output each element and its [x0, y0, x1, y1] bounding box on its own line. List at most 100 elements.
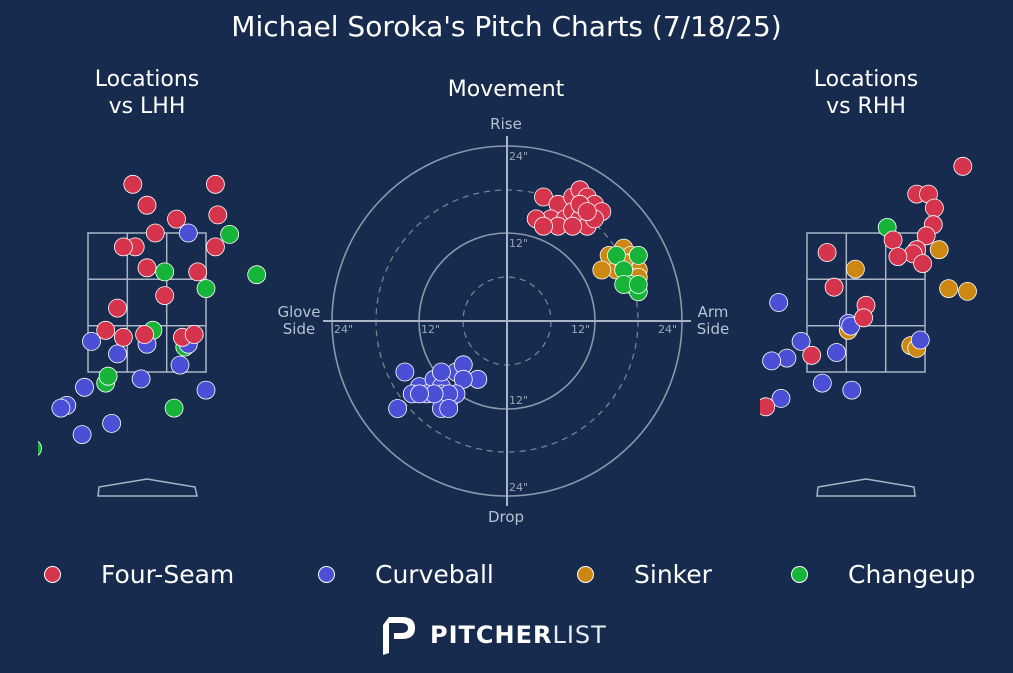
movement-point-sinker	[592, 260, 612, 280]
lhh-point-four-seam	[167, 209, 186, 229]
rhh-point-four-seam	[953, 156, 973, 176]
lhh-point-four-seam	[145, 223, 165, 243]
pitch-chart-canvas: Rise Drop Glove Side Arm Side 24" 12" 12…	[38, 115, 977, 526]
rhh-point-four-seam	[802, 345, 822, 365]
lhh-point-curveball	[196, 380, 216, 400]
rhh-points	[760, 156, 977, 417]
rhh-point-four-seam	[824, 277, 844, 297]
lhh-point-four-seam	[123, 174, 143, 194]
rhh-title-line1: Locations	[813, 67, 919, 92]
movement-grid	[323, 136, 691, 506]
movement-point-curveball	[388, 399, 408, 418]
ring-label-bottom-12: 12"	[509, 394, 528, 407]
movement-point-curveball	[410, 384, 429, 404]
movement-point-curveball	[439, 399, 459, 418]
rhh-point-sinker	[939, 279, 958, 299]
lhh-panel-title: Locations vs LHH	[47, 66, 247, 120]
movement-point-curveball	[431, 362, 451, 382]
rhh-point-sinker	[846, 259, 865, 279]
rhh-point-sinker	[958, 281, 977, 301]
lhh-point-changeup	[98, 366, 118, 386]
legend-label-sinker: Sinker	[634, 559, 712, 589]
movement-point-changeup	[628, 275, 648, 294]
movement-points	[388, 180, 648, 418]
lhh-point-curveball	[82, 331, 101, 351]
rhh-point-four-seam	[883, 230, 903, 250]
brand-wordmark: PITCHERLIST	[430, 621, 607, 649]
legend-item-four-seam: Four-Seam	[44, 556, 234, 592]
lhh-point-curveball	[131, 369, 151, 389]
legend-swatch-four-seam	[44, 565, 61, 583]
lhh-point-four-seam	[155, 286, 175, 306]
lhh-point-four-seam	[135, 325, 155, 344]
lhh-point-changeup	[38, 440, 42, 457]
rhh-home-plate	[816, 478, 916, 497]
lhh-point-curveball	[108, 344, 127, 364]
lhh-point-curveball	[178, 223, 198, 243]
ring-label-left-12: 12"	[421, 323, 440, 336]
movement-label-glove-2: Side	[283, 320, 315, 338]
lhh-point-four-seam	[114, 327, 133, 347]
pitcherlist-p-logo-icon	[383, 617, 415, 655]
lhh-point-four-seam	[137, 258, 157, 278]
lhh-title-line2: vs LHH	[108, 94, 186, 119]
brand-bold: PITCHER	[430, 621, 553, 649]
rhh-point-sinker	[929, 240, 949, 260]
lhh-title-line1: Locations	[94, 67, 200, 92]
movement-point-four-seam	[534, 216, 553, 236]
rhh-point-four-seam	[854, 308, 873, 328]
rhh-point-curveball	[842, 380, 862, 400]
movement-point-changeup	[628, 245, 648, 265]
lhh-point-curveball	[75, 377, 94, 397]
movement-label-arm-1: Arm	[698, 303, 729, 321]
lhh-point-four-seam	[208, 205, 228, 225]
lhh-point-four-seam	[96, 320, 116, 340]
lhh-point-curveball	[72, 425, 92, 445]
rhh-point-curveball	[910, 330, 930, 350]
ring-label-top-24: 24"	[509, 150, 528, 163]
chart-title: Michael Soroka's Pitch Charts (7/18/25)	[231, 10, 782, 43]
lhh-point-four-seam	[205, 237, 225, 257]
legend-label-curveball: Curveball	[375, 559, 494, 589]
lhh-point-changeup	[164, 398, 184, 418]
ring-label-bottom-24: 24"	[509, 481, 528, 494]
ring-label-top-12: 12"	[509, 237, 528, 250]
pitcherlist-brand: PITCHERLIST	[380, 612, 620, 658]
lhh-point-changeup	[247, 265, 267, 285]
movement-label-drop: Drop	[488, 508, 524, 526]
rhh-title-line2: vs RHH	[826, 94, 906, 119]
rhh-point-four-seam	[916, 226, 936, 246]
movement-label-glove-1: Glove	[277, 303, 320, 321]
legend-item-curveball: Curveball	[318, 556, 494, 592]
rhh-point-curveball	[762, 351, 781, 371]
movement-label-arm-2: Side	[697, 320, 729, 338]
rhh-point-curveball	[769, 293, 789, 312]
legend-item-changeup: Changeup	[791, 556, 975, 592]
lhh-point-changeup	[196, 279, 216, 299]
rhh-point-four-seam	[913, 254, 932, 274]
rhh-point-four-seam	[760, 397, 776, 417]
brand-light: LIST	[552, 621, 607, 649]
movement-panel-title: Movement	[447, 77, 565, 102]
lhh-point-changeup	[155, 262, 175, 282]
lhh-points	[38, 174, 267, 457]
movement-label-rise: Rise	[490, 115, 522, 133]
ring-label-right-24: 24"	[658, 323, 677, 336]
legend-label-changeup: Changeup	[848, 559, 976, 589]
legend-label-four-seam: Four-Seam	[101, 559, 235, 589]
ring-label-right-12: 12"	[571, 323, 590, 336]
lhh-point-curveball	[170, 355, 190, 375]
legend: Four-Seam Curveball Sinker Changeup	[0, 556, 1013, 592]
rhh-point-curveball	[812, 373, 832, 393]
lhh-point-four-seam	[184, 325, 204, 344]
movement-point-four-seam	[577, 202, 597, 222]
rhh-point-curveball	[771, 388, 791, 408]
rhh-point-four-seam	[817, 243, 837, 262]
lhh-point-curveball	[102, 413, 121, 433]
movement-point-four-seam	[563, 216, 582, 236]
legend-swatch-changeup	[791, 565, 808, 583]
lhh-point-four-seam	[108, 298, 127, 318]
rhh-point-curveball	[791, 331, 811, 351]
rhh-strike-zone	[806, 232, 926, 373]
movement-point-curveball	[395, 362, 415, 382]
